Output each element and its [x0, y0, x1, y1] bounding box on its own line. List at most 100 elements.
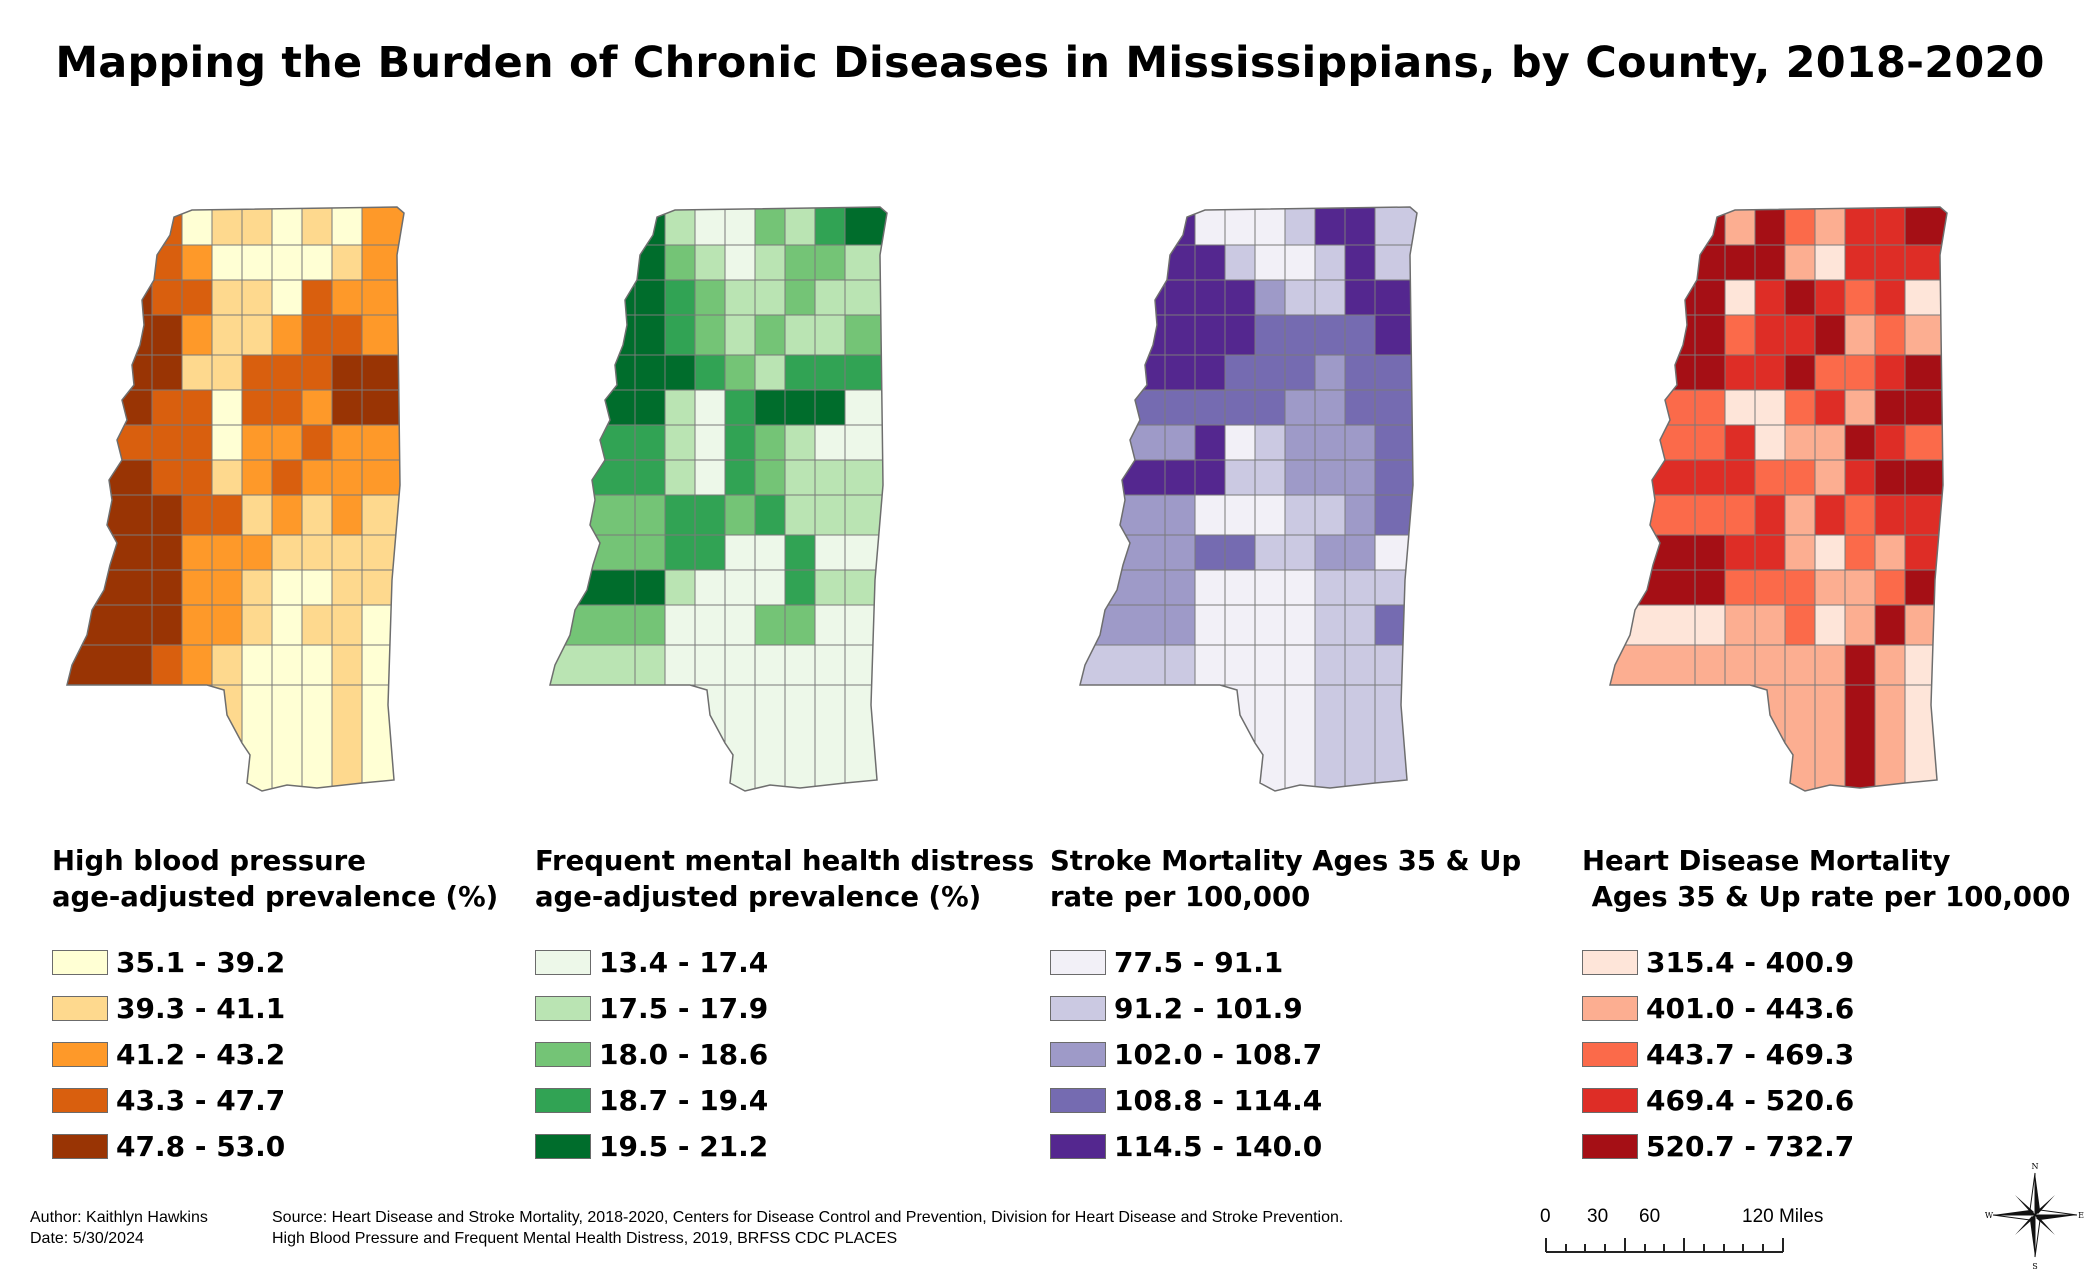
county — [211, 244, 243, 281]
county — [754, 354, 786, 391]
county — [241, 389, 273, 426]
county — [1374, 604, 1417, 646]
county — [844, 569, 887, 606]
county — [1254, 389, 1286, 426]
county — [361, 424, 404, 461]
county — [361, 684, 404, 791]
county — [694, 424, 726, 461]
county — [1224, 569, 1256, 606]
county — [844, 534, 887, 571]
county — [67, 644, 153, 686]
county — [331, 684, 363, 791]
county — [784, 494, 816, 536]
legend-swatch — [52, 995, 108, 1021]
legend-swatch — [535, 949, 591, 975]
county — [1724, 644, 1756, 686]
county — [1374, 569, 1417, 606]
county — [181, 684, 213, 791]
county — [1694, 424, 1726, 461]
county — [1080, 644, 1166, 686]
county — [694, 244, 726, 281]
county — [301, 494, 333, 536]
county — [211, 207, 243, 246]
county — [67, 494, 153, 536]
county — [1344, 534, 1376, 571]
county — [1344, 424, 1376, 461]
county — [814, 424, 846, 461]
county — [784, 279, 816, 316]
legend-swatch — [535, 1041, 591, 1067]
county — [1224, 459, 1256, 496]
county — [181, 389, 213, 426]
county — [1254, 354, 1286, 391]
county — [550, 604, 636, 646]
county — [1284, 354, 1316, 391]
county — [1254, 207, 1286, 246]
county — [694, 279, 726, 316]
legend-swatch — [52, 1133, 108, 1159]
county — [1724, 279, 1756, 316]
source-block: Source: Heart Disease and Stroke Mortali… — [272, 1207, 1343, 1249]
county — [1904, 459, 1947, 496]
county — [151, 569, 183, 606]
county — [664, 644, 696, 686]
county — [151, 644, 183, 686]
county — [1694, 314, 1726, 356]
county — [1344, 604, 1376, 646]
map-stroke-mortality — [1075, 195, 1465, 810]
county — [1814, 534, 1846, 571]
county — [331, 314, 363, 356]
county — [1284, 389, 1316, 426]
legend-item: 401.0 - 443.6 — [1582, 985, 2100, 1031]
county — [1344, 244, 1376, 281]
county — [1254, 684, 1286, 791]
county — [361, 644, 404, 686]
county — [211, 569, 243, 606]
county — [1314, 684, 1346, 791]
county — [754, 604, 786, 646]
county — [1314, 207, 1346, 246]
county — [301, 684, 333, 791]
legend-item: 114.5 - 140.0 — [1050, 1123, 1570, 1169]
county — [301, 459, 333, 496]
county — [1844, 389, 1876, 426]
legend-label: 401.0 - 443.6 — [1646, 991, 1855, 1025]
county — [754, 644, 786, 686]
county — [1874, 459, 1906, 496]
county — [1254, 494, 1286, 536]
county — [844, 644, 887, 686]
compass-w: W — [1985, 1211, 1994, 1220]
county — [1904, 644, 1947, 686]
county — [1314, 569, 1346, 606]
county — [784, 389, 816, 426]
county — [1874, 534, 1906, 571]
county — [331, 389, 363, 426]
county — [1164, 279, 1196, 316]
county — [1224, 354, 1256, 391]
county — [634, 569, 666, 606]
county — [1254, 569, 1286, 606]
county — [844, 279, 887, 316]
county — [1724, 314, 1756, 356]
county — [1904, 314, 1947, 356]
county — [634, 604, 666, 646]
county — [1164, 424, 1196, 461]
county — [1314, 389, 1346, 426]
county — [784, 424, 816, 461]
legend-swatch — [1582, 1041, 1638, 1067]
county — [181, 569, 213, 606]
date-text: Date: 5/30/2024 — [30, 1230, 144, 1247]
county — [1874, 279, 1906, 316]
county — [664, 684, 696, 791]
legend-label: 43.3 - 47.7 — [116, 1083, 286, 1117]
county — [1784, 424, 1816, 461]
county — [1874, 354, 1906, 391]
county — [331, 279, 363, 316]
legend-item: 469.4 - 520.6 — [1582, 1077, 2100, 1123]
county — [1784, 644, 1816, 686]
county — [1754, 314, 1786, 356]
county — [1344, 389, 1376, 426]
county — [694, 459, 726, 496]
county — [1284, 424, 1316, 461]
county — [271, 244, 303, 281]
